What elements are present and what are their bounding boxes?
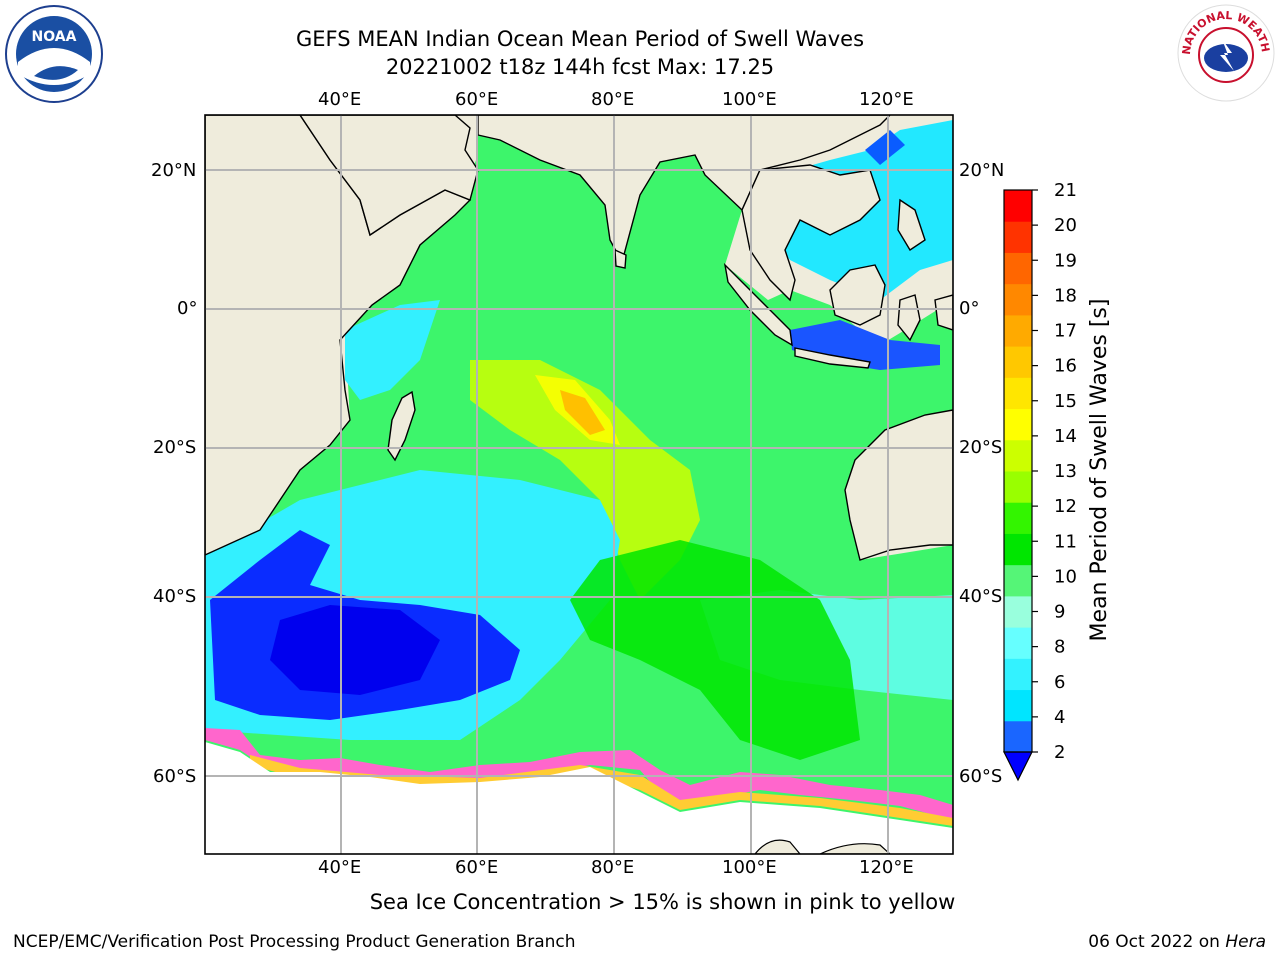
lon-label-bottom: 60°E	[455, 857, 499, 878]
colorbar-segment	[1004, 346, 1032, 378]
footer-date: 06 Oct 2022 on Hera	[1088, 932, 1266, 952]
colorbar-segment	[1004, 439, 1032, 472]
land-philippines	[897, 198, 926, 251]
footer-credit: NCEP/EMC/Verification Post Processing Pr…	[13, 932, 576, 952]
antarctic-land-2	[819, 843, 891, 854]
colorbar-segment	[1004, 595, 1032, 628]
map-frame	[204, 114, 954, 855]
ocean-very-low-period	[270, 605, 440, 695]
map-body	[205, 115, 953, 854]
colorbar-tick-label: 18	[1054, 285, 1077, 306]
colorbar-segment	[1004, 720, 1032, 753]
lat-label-left: 60°S	[153, 766, 197, 787]
ocean-scs-deep	[865, 130, 905, 165]
map-subtitle: 20221002 t18z 144h fcst Max: 17.25	[385, 55, 775, 79]
colorbar-tick-label: 15	[1054, 391, 1077, 412]
colorbar-tick-label: 13	[1054, 461, 1077, 482]
colorbar-tick-label: 20	[1054, 215, 1077, 236]
colorbar-tick-label: 2	[1054, 742, 1065, 763]
lon-label-top: 120°E	[859, 89, 914, 110]
land-madagascar	[387, 390, 416, 462]
ocean-somali	[345, 300, 440, 400]
lat-label-left: 20°N	[151, 160, 197, 181]
colorbar-extend-arrow	[1003, 751, 1033, 782]
land-new-guinea	[934, 294, 953, 331]
land-arabia	[299, 115, 479, 237]
land-sulawesi	[897, 294, 921, 342]
lat-label-left: 20°S	[153, 437, 197, 458]
footer-date-text: 06 Oct 2022 on	[1088, 932, 1226, 952]
colorbar-segment	[1004, 314, 1032, 347]
ocean-warm-1	[470, 360, 700, 600]
colorbar-segment	[1004, 408, 1032, 441]
antarctic-region	[205, 742, 953, 854]
ocean-green-band	[570, 540, 860, 760]
colorbar-tick-label: 11	[1054, 531, 1077, 552]
colorbar-segment	[1004, 221, 1032, 253]
lon-label-top: 40°E	[318, 89, 362, 110]
lon-label-top: 60°E	[455, 89, 499, 110]
lat-label-right: 20°S	[959, 437, 1003, 458]
lon-label-top: 80°E	[591, 89, 635, 110]
lat-label-left: 40°S	[153, 586, 197, 607]
lat-label-right: 40°S	[959, 586, 1003, 607]
antarctic-land-1	[754, 839, 801, 854]
colorbar-segment	[1004, 627, 1032, 659]
colorbar-tick-label: 17	[1054, 321, 1077, 342]
colorbar-segment	[1004, 658, 1032, 691]
colorbar-segment	[1004, 190, 1032, 222]
noaa-logo: NOAA	[5, 5, 103, 103]
colorbar-tick-label: 10	[1054, 566, 1077, 587]
colorbar-tick-label: 8	[1054, 637, 1065, 658]
lat-label-right: 60°S	[959, 766, 1003, 787]
sea-ice-note: Sea Ice Concentration > 15% is shown in …	[369, 890, 956, 914]
lat-label-right: 20°N	[959, 160, 1005, 181]
colorbar-tick-label: 9	[1054, 602, 1065, 623]
colorbar-segment	[1004, 689, 1032, 722]
lat-label-left: 0°	[177, 298, 198, 319]
footer-host: Hera	[1225, 932, 1266, 952]
map-title: GEFS MEAN Indian Ocean Mean Period of Sw…	[295, 27, 865, 51]
land-sri-lanka	[614, 248, 627, 269]
lon-label-bottom: 40°E	[318, 857, 362, 878]
noaa-logo-text: NOAA	[32, 29, 77, 45]
nws-logo: NATIONAL WEATHER SERVICE	[1176, 3, 1275, 102]
colorbar-segment	[1004, 283, 1032, 316]
lon-label-bottom: 120°E	[859, 857, 914, 878]
colorbar-tick-label: 21	[1054, 180, 1077, 201]
lat-label-right: 0°	[959, 298, 980, 319]
land-malay-peninsula	[741, 164, 881, 302]
land-sumatra	[723, 262, 793, 347]
colorbar-segment	[1004, 471, 1032, 503]
colorbar-tick-label: 6	[1054, 672, 1065, 693]
lon-label-bottom: 80°E	[591, 857, 635, 878]
colorbar: 21 20 19 18 17 16 15 14 13 12 11 10 9 8 6 4 2	[1003, 180, 1077, 782]
colorbar-segment	[1004, 252, 1032, 285]
colorbar-tick-label: 19	[1054, 250, 1077, 271]
colorbar-tick-label: 4	[1054, 707, 1065, 728]
colorbar-segment	[1004, 502, 1032, 534]
colorbar-segment	[1004, 377, 1032, 410]
colorbar-label: Mean Period of Swell Waves [s]	[1087, 299, 1112, 642]
lon-label-bottom: 100°E	[722, 857, 777, 878]
colorbar-segment	[1004, 533, 1032, 566]
lon-label-top: 100°E	[722, 89, 777, 110]
land-java	[794, 347, 871, 369]
colorbar-tick-label: 14	[1054, 426, 1077, 447]
sea-ice-inner	[250, 755, 953, 826]
colorbar-tick-label: 12	[1054, 496, 1077, 517]
colorbar-segment	[1004, 564, 1032, 597]
colorbar-tick-label: 16	[1054, 356, 1077, 377]
land-india	[477, 115, 891, 264]
ocean-warm-3	[560, 390, 605, 435]
graticule	[205, 115, 953, 854]
